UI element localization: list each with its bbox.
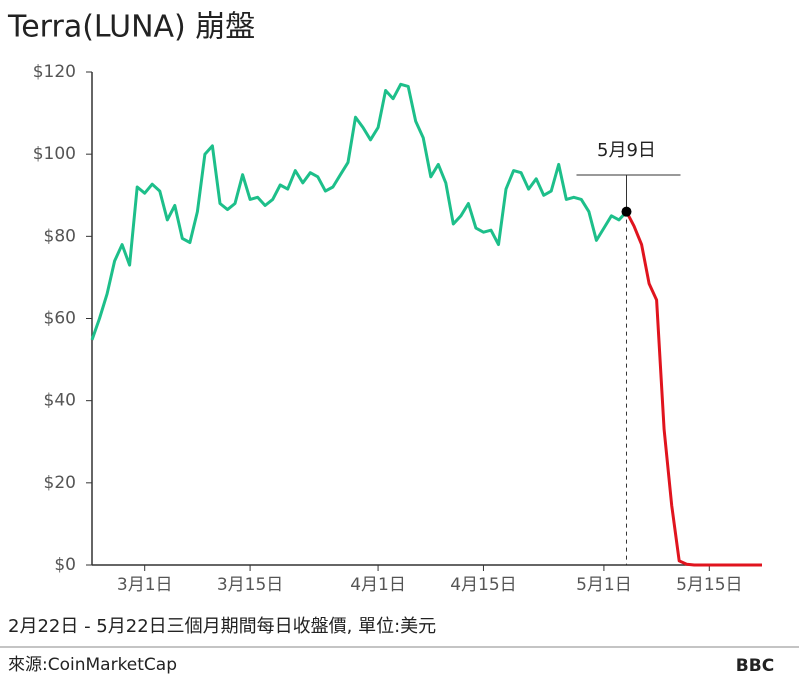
y-tick-label: $20	[44, 473, 76, 493]
x-tick-label: 5月15日	[676, 575, 742, 595]
x-tick-label: 4月15日	[450, 575, 516, 595]
logo-box	[716, 652, 794, 678]
series-line	[90, 82, 628, 341]
logo: BBC	[736, 656, 774, 676]
x-tick-label: 5月1日	[576, 575, 632, 595]
x-tick-label: 3月15日	[217, 575, 283, 595]
y-tick-label: $100	[33, 144, 76, 164]
y-tick-label: $80	[44, 226, 76, 246]
y-tick-label: $0	[54, 555, 76, 575]
source: 來源:CoinMarketCap	[8, 655, 177, 675]
y-tick-label: $60	[44, 309, 76, 329]
caption: 2月22日 - 5月22日三個月期間每日收盤價, 單位:美元	[8, 616, 436, 637]
x-tick-label: 3月1日	[117, 575, 173, 595]
x-tick-label: 4月1日	[350, 575, 406, 595]
annotation-point	[621, 206, 632, 217]
series-line	[625, 211, 762, 567]
y-tick-label: $40	[44, 391, 76, 411]
y-tick-label: $120	[33, 62, 76, 82]
annotation-label: 5月9日	[597, 140, 656, 161]
chart-title: Terra(LUNA) 崩盤	[7, 10, 255, 45]
